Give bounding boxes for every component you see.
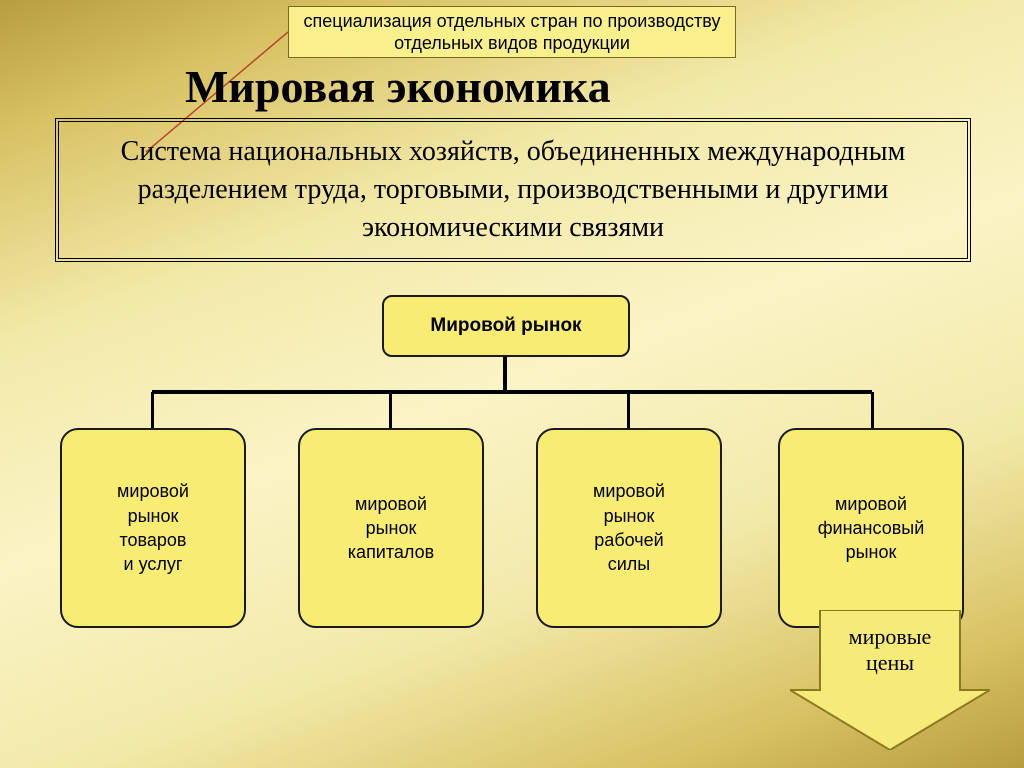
tree-child-label: мировой рынок рабочей силы <box>593 479 665 576</box>
tree-child-1: мировой рынок капиталов <box>298 428 484 628</box>
tree-root-label: Мировой рынок <box>430 315 581 337</box>
callout-box: специализация отдельных стран по произво… <box>288 6 736 58</box>
tree-drop-2 <box>627 392 630 428</box>
tree-child-label: мировой рынок капиталов <box>348 492 434 565</box>
tree-root: Мировой рынок <box>382 295 630 357</box>
tree-drop-3 <box>871 392 874 428</box>
tree-trunk <box>503 357 507 392</box>
tree-child-3: мировой финансовый рынок <box>778 428 964 628</box>
definition-box: Система национальных хозяйств, объединен… <box>55 118 971 262</box>
tree-child-2: мировой рынок рабочей силы <box>536 428 722 628</box>
definition-text: Система национальных хозяйств, объединен… <box>89 133 937 246</box>
tree-hbar <box>152 390 872 394</box>
tree-child-0: мировой рынок товаров и услуг <box>60 428 246 628</box>
slide-title: Мировая экономика <box>185 60 611 113</box>
tree-child-label: мировой рынок товаров и услуг <box>117 479 189 576</box>
callout-text: специализация отдельных стран по произво… <box>301 10 723 55</box>
tree-child-label: мировой финансовый рынок <box>818 492 925 565</box>
tree-drop-1 <box>389 392 392 428</box>
prices-arrow: мировые цены <box>790 610 990 750</box>
tree-drop-0 <box>151 392 154 428</box>
arrow-label: мировые цены <box>790 624 990 677</box>
slide-stage: { "layout": { "canvas": { "w": 1024, "h"… <box>0 0 1024 768</box>
